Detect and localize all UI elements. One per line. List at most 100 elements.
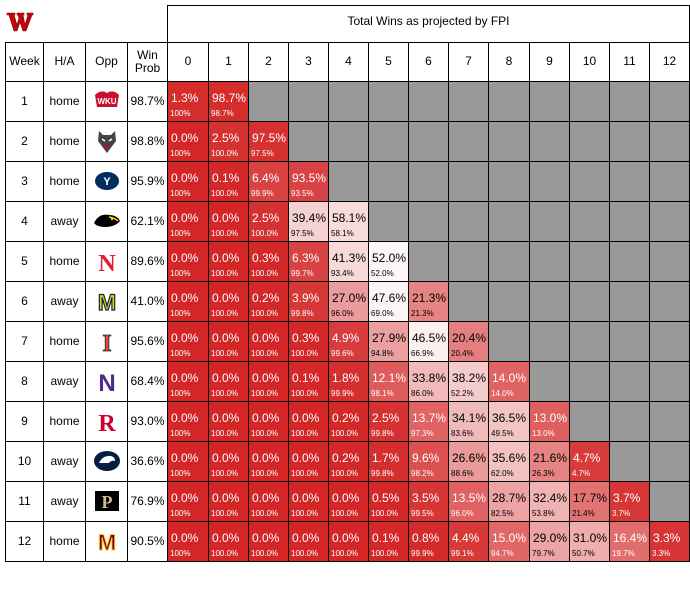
wins-probability-cell: 3.5% 99.5% bbox=[408, 480, 449, 522]
exact-wins-percent: 0.2% bbox=[332, 410, 360, 425]
home-away: away bbox=[43, 200, 86, 242]
cumulative-percent: 94.8% bbox=[371, 348, 394, 358]
exact-wins-percent: 9.6% bbox=[412, 450, 440, 465]
empty-cell bbox=[288, 120, 329, 162]
wins-column-header: 3 bbox=[288, 41, 329, 82]
empty-cell bbox=[649, 80, 690, 122]
empty-cell bbox=[649, 160, 690, 202]
cumulative-percent: 52.0% bbox=[371, 268, 394, 278]
svg-text:P: P bbox=[101, 492, 112, 512]
empty-cell bbox=[609, 360, 650, 402]
exact-wins-percent: 0.0% bbox=[171, 330, 199, 345]
win-probability: 98.8% bbox=[127, 120, 168, 162]
exact-wins-percent: 13.7% bbox=[412, 410, 447, 425]
exact-wins-percent: 0.0% bbox=[252, 330, 280, 345]
empty-cell bbox=[368, 120, 409, 162]
wins-probability-cell: 2.5% 99.8% bbox=[368, 400, 409, 442]
cumulative-percent: 100.0% bbox=[251, 308, 279, 318]
cumulative-percent: 100.0% bbox=[251, 548, 279, 558]
cumulative-percent: 99.9% bbox=[251, 188, 274, 198]
empty-cell bbox=[569, 160, 610, 202]
home-away: home bbox=[43, 240, 86, 282]
exact-wins-percent: 0.0% bbox=[252, 530, 280, 545]
week-number: 9 bbox=[5, 400, 44, 442]
empty-cell bbox=[529, 80, 570, 122]
win-probability: 93.0% bbox=[127, 400, 168, 442]
exact-wins-percent: 0.2% bbox=[252, 290, 280, 305]
cumulative-percent: 66.9% bbox=[411, 348, 434, 358]
exact-wins-percent: 20.4% bbox=[452, 330, 487, 345]
home-away: away bbox=[43, 480, 86, 522]
wins-probability-cell: 0.8% 99.9% bbox=[408, 520, 449, 562]
week-row: 12 home M 90.5% 0.0% 100% 0.0% 100.0% 0.0% 100.0%… bbox=[5, 520, 690, 562]
home-away: home bbox=[43, 80, 86, 122]
wins-probability-cell: 0.0% 100.0% bbox=[288, 480, 329, 522]
empty-cell bbox=[529, 360, 570, 402]
wins-probability-cell: 13.7% 97.3% bbox=[408, 400, 449, 442]
cumulative-percent: 20.4% bbox=[451, 348, 474, 358]
empty-cell bbox=[328, 160, 369, 202]
cumulative-percent: 86.0% bbox=[411, 388, 434, 398]
cumulative-percent: 100.0% bbox=[251, 508, 279, 518]
wins-probability-cell: 16.4% 19.7% bbox=[609, 520, 650, 562]
empty-cell bbox=[529, 280, 570, 322]
cumulative-percent: 4.7% bbox=[572, 468, 591, 478]
wins-column-header: 6 bbox=[408, 41, 449, 82]
wins-probability-cell: 93.5% 93.5% bbox=[288, 160, 329, 202]
wins-probability-cell: 47.6% 69.0% bbox=[368, 280, 409, 322]
opponent-logo: WKU bbox=[85, 80, 128, 122]
cumulative-percent: 99.7% bbox=[291, 268, 314, 278]
wins-probability-cell: 14.0% 14.0% bbox=[488, 360, 530, 402]
exact-wins-percent: 1.8% bbox=[332, 370, 360, 385]
wins-probability-cell: 26.6% 88.6% bbox=[448, 440, 489, 482]
wins-probability-cell: 0.0% 100.0% bbox=[288, 400, 329, 442]
week-number: 6 bbox=[5, 280, 44, 322]
week-row: 10 away 36.6% 0.0% 100% 0.0% 100.0% 0.0% 100.0% 0… bbox=[5, 440, 690, 482]
cumulative-percent: 100.0% bbox=[211, 388, 239, 398]
empty-cell bbox=[609, 80, 650, 122]
cumulative-percent: 100.0% bbox=[251, 388, 279, 398]
empty-cell bbox=[609, 160, 650, 202]
week-row: 5 home N 89.6% 0.0% 100% 0.0% 100.0% 0.3% 100.0% 6… bbox=[5, 240, 690, 282]
empty-cell bbox=[488, 240, 530, 282]
empty-cell bbox=[488, 200, 530, 242]
cumulative-percent: 100.0% bbox=[251, 428, 279, 438]
week-row: 11 away P 76.9% 0.0% 100% 0.0% 100.0% 0.0% 100.0%… bbox=[5, 480, 690, 522]
wins-probability-cell: 32.4% 53.8% bbox=[529, 480, 570, 522]
exact-wins-percent: 6.4% bbox=[252, 170, 280, 185]
wins-probability-cell: 0.0% 100.0% bbox=[248, 400, 289, 442]
exact-wins-percent: 0.0% bbox=[171, 250, 199, 265]
opponent-logo: R bbox=[85, 400, 128, 442]
wins-probability-cell: 28.7% 82.5% bbox=[488, 480, 530, 522]
wins-column-header: 4 bbox=[328, 41, 369, 82]
win-probability: 98.7% bbox=[127, 80, 168, 122]
wins-probability-cell: 2.5% 100.0% bbox=[248, 200, 289, 242]
cumulative-percent: 99.8% bbox=[371, 468, 394, 478]
cumulative-percent: 98.2% bbox=[411, 468, 434, 478]
cumulative-percent: 100.0% bbox=[251, 468, 279, 478]
empty-cell bbox=[529, 320, 570, 362]
cumulative-percent: 100% bbox=[170, 428, 191, 438]
cumulative-percent: 100.0% bbox=[291, 388, 319, 398]
wins-probability-cell: 0.0% 100.0% bbox=[248, 360, 289, 402]
win-probability: 89.6% bbox=[127, 240, 168, 282]
week-row: 9 home R 93.0% 0.0% 100% 0.0% 100.0% 0.0% 100.0% 0… bbox=[5, 400, 690, 442]
empty-cell bbox=[488, 120, 530, 162]
cumulative-percent: 100.0% bbox=[211, 268, 239, 278]
wins-probability-cell: 0.0% 100% bbox=[167, 360, 209, 402]
exact-wins-percent: 0.3% bbox=[252, 250, 280, 265]
exact-wins-percent: 15.0% bbox=[492, 530, 527, 545]
wins-probability-cell: 0.0% 100% bbox=[167, 240, 209, 282]
exact-wins-percent: 0.0% bbox=[292, 530, 320, 545]
wins-probability-cell: 0.2% 100.0% bbox=[328, 400, 369, 442]
cumulative-percent: 100% bbox=[170, 228, 191, 238]
cumulative-percent: 100% bbox=[170, 548, 191, 558]
empty-cell bbox=[649, 240, 690, 282]
cumulative-percent: 98.1% bbox=[371, 388, 394, 398]
empty-cell bbox=[408, 160, 449, 202]
week-number: 5 bbox=[5, 240, 44, 282]
win-probability: 36.6% bbox=[127, 440, 168, 482]
cumulative-percent: 100.0% bbox=[211, 228, 239, 238]
exact-wins-percent: 28.7% bbox=[492, 490, 527, 505]
cumulative-percent: 93.5% bbox=[291, 188, 314, 198]
